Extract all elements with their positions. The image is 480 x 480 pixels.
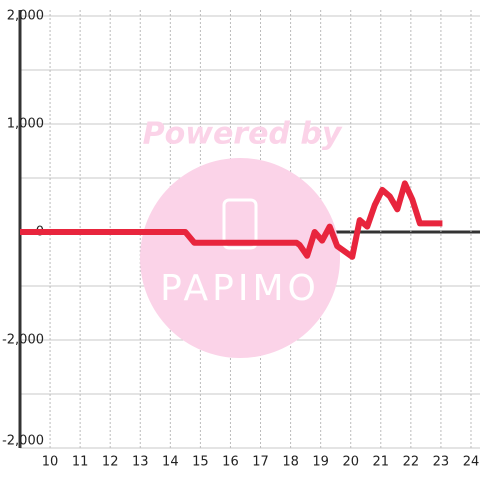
x-tick-label: 19	[312, 455, 329, 470]
x-tick-label: 23	[433, 455, 450, 470]
x-tick-label: 10	[42, 455, 59, 470]
x-tick-label: 24	[463, 455, 480, 470]
x-tick-label: 21	[373, 455, 390, 470]
x-tick-label: 12	[102, 455, 119, 470]
x-tick-label: 15	[192, 455, 209, 470]
x-tick-label: 11	[72, 455, 89, 470]
watermark-logo: PAPIMO	[160, 268, 320, 309]
series-line	[20, 180, 443, 260]
y-tick-label: 1,000	[7, 117, 44, 132]
x-tick-label: 13	[132, 455, 149, 470]
x-tick-label: 16	[222, 455, 239, 470]
x-tick-label: 22	[403, 455, 420, 470]
y-tick-label: 2,000	[7, 9, 44, 24]
watermark-title: Powered by	[143, 117, 343, 152]
watermark-icon	[222, 198, 258, 250]
watermark-circle	[140, 158, 340, 358]
y-tick-label: -2,000	[2, 333, 44, 348]
x-tick-label: 18	[282, 455, 299, 470]
x-tick-label: 17	[252, 455, 269, 470]
y-tick-label: -2,000	[2, 434, 44, 449]
x-tick-label: 20	[342, 455, 359, 470]
x-tick-label: 14	[162, 455, 179, 470]
